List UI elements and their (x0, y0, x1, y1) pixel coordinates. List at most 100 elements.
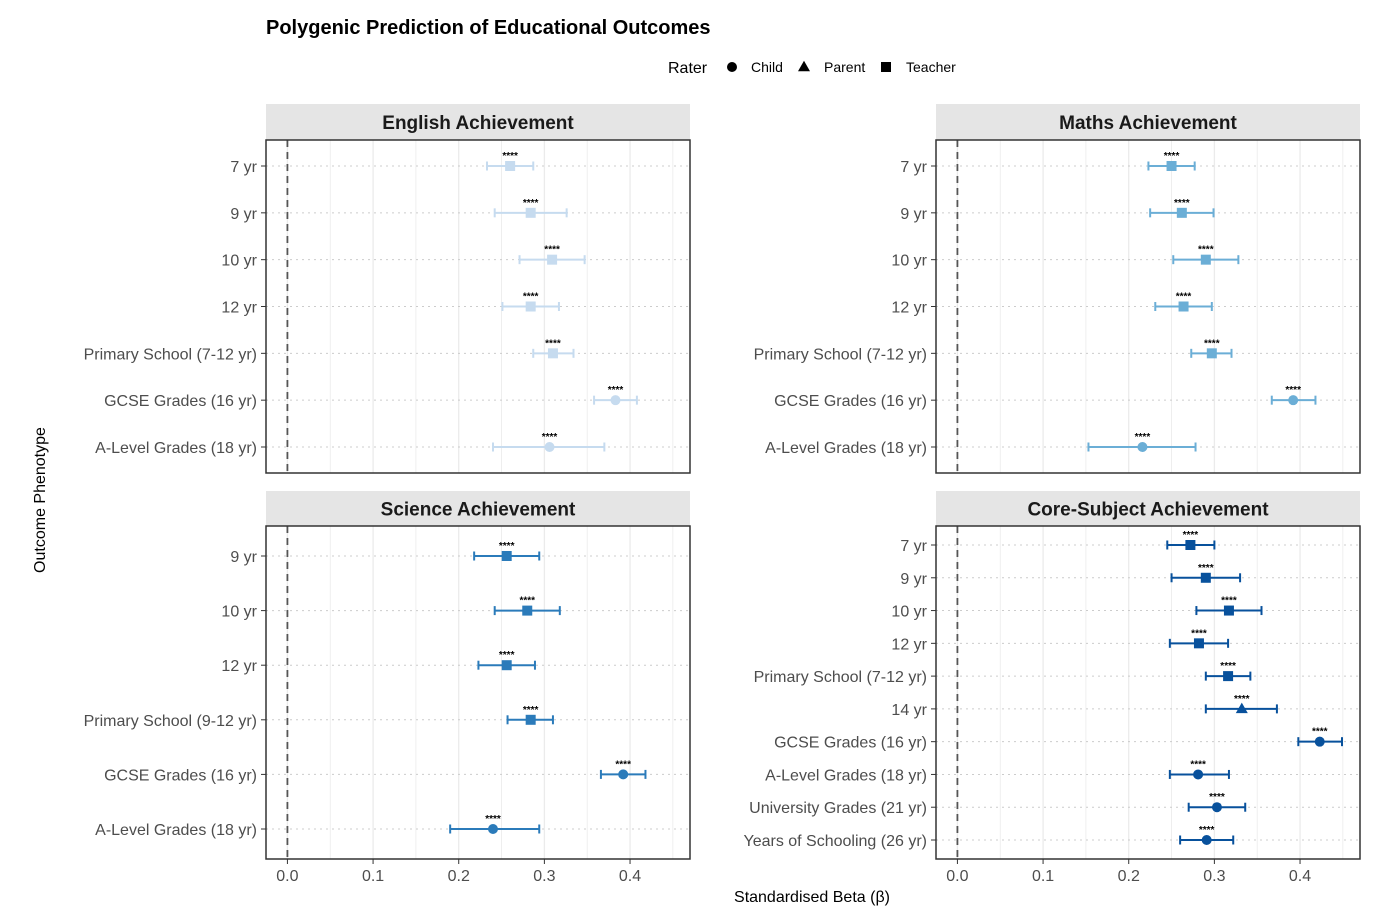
estimate-row: **** GCSE Grades (16 yr) (774, 727, 1344, 752)
point-estimate-teacher (1200, 254, 1211, 265)
y-tick-label: Primary School (9-12 yr) (84, 713, 257, 730)
legend-parent-label: Parent (824, 59, 865, 75)
panel-core-subject-achievement: Core-Subject Achievement **** 7 yr **** 9 yr… (743, 491, 1361, 885)
y-tick-label: 12 yr (221, 658, 257, 675)
x-tick-label: 0.0 (276, 868, 298, 885)
point-estimate-teacher (1176, 207, 1187, 218)
point-estimate-teacher (1178, 301, 1189, 312)
estimate-row: **** A-Level Grades (18 yr) (765, 432, 1197, 457)
estimate-row: **** 12 yr (891, 628, 1230, 653)
x-tick-label: 0.1 (362, 868, 384, 885)
point-estimate-child (1201, 835, 1212, 845)
point-estimate-child (487, 824, 498, 834)
y-tick-label: 9 yr (900, 206, 927, 223)
point-estimate-teacher (525, 714, 536, 725)
estimate-row: **** 10 yr (891, 596, 1263, 621)
estimate-row: **** 12 yr (221, 650, 536, 675)
significance-label: **** (1198, 563, 1214, 574)
estimate-row: **** 10 yr (891, 245, 1240, 270)
panel-strip (266, 104, 690, 140)
point-estimate-teacher (525, 301, 536, 312)
x-tick-label: 0.3 (1203, 868, 1225, 885)
point-estimate-teacher (1200, 572, 1211, 583)
significance-label: **** (523, 292, 539, 303)
panel-border (935, 525, 1361, 860)
legend-parent-marker (798, 60, 810, 72)
estimate-row: **** Primary School (9-12 yr) (84, 705, 554, 730)
estimate-row: **** 14 yr (891, 694, 1278, 719)
x-tick-label: 0.1 (1032, 868, 1054, 885)
chart-title: Polygenic Prediction of Educational Outc… (266, 17, 711, 39)
point-estimate-child (618, 769, 629, 780)
significance-label: **** (1220, 661, 1236, 672)
y-tick-label: 10 yr (221, 253, 257, 270)
estimate-row: **** GCSE Grades (16 yr) (104, 385, 638, 410)
significance-label: **** (1199, 825, 1215, 836)
point-estimate-teacher (1206, 348, 1217, 359)
panel-title: Science Achievement (381, 500, 576, 521)
y-tick-label: University Grades (21 yr) (749, 800, 927, 817)
y-tick-label: 12 yr (221, 300, 257, 317)
point-estimate-teacher (1166, 161, 1177, 171)
estimate-row: **** Primary School (7-12 yr) (754, 338, 1233, 363)
panel-strip (266, 491, 690, 526)
y-tick-label: Primary School (7-12 yr) (84, 346, 257, 363)
y-tick-label: Primary School (7-12 yr) (754, 346, 927, 363)
y-axis-label: Outcome Phenotype (32, 427, 49, 573)
y-tick-label: A-Level Grades (18 yr) (95, 440, 257, 457)
x-tick-label: 0.2 (448, 868, 470, 885)
significance-label: **** (1204, 338, 1220, 349)
point-estimate-teacher (1223, 671, 1234, 682)
significance-label: **** (1285, 385, 1301, 396)
estimate-row: **** University Grades (21 yr) (749, 792, 1247, 817)
significance-label: **** (615, 759, 631, 770)
estimate-row: **** 7 yr (900, 151, 1196, 176)
point-estimate-teacher (505, 161, 516, 171)
y-tick-label: GCSE Grades (16 yr) (774, 393, 927, 410)
legend-title: Rater (668, 60, 708, 77)
significance-label: **** (1209, 792, 1225, 803)
significance-label: **** (1190, 759, 1206, 770)
significance-label: **** (485, 814, 501, 825)
point-estimate-teacher (525, 207, 536, 218)
significance-label: **** (1312, 727, 1328, 738)
estimate-row: **** 7 yr (230, 151, 535, 176)
panels: English Achievement **** 7 yr **** 9 yr **** 1… (84, 104, 1361, 885)
estimate-row: **** GCSE Grades (16 yr) (774, 385, 1317, 410)
point-estimate-teacher (522, 605, 533, 616)
significance-label: **** (519, 596, 535, 607)
y-tick-label: A-Level Grades (18 yr) (765, 767, 927, 784)
panel-title: Maths Achievement (1059, 113, 1237, 134)
significance-label: **** (499, 541, 515, 552)
y-tick-label: Years of Schooling (26 yr) (743, 833, 927, 850)
legend-child-label: Child (751, 59, 783, 75)
legend-child-marker (727, 62, 737, 72)
point-estimate-teacher (1223, 605, 1234, 616)
point-estimate-child (1288, 395, 1299, 406)
panel-title: English Achievement (382, 113, 574, 134)
y-tick-label: 12 yr (891, 300, 927, 317)
point-estimate-parent (1235, 702, 1248, 714)
x-tick-label: 0.4 (619, 868, 641, 885)
panel-border (935, 139, 1361, 474)
estimate-row: **** 12 yr (221, 292, 560, 317)
panel-border (265, 525, 691, 860)
point-estimate-child (1193, 769, 1204, 780)
estimate-row: **** A-Level Grades (18 yr) (95, 814, 541, 839)
panel-maths-achievement: Maths Achievement **** 7 yr **** 9 yr **** 10 … (754, 104, 1361, 474)
significance-label: **** (502, 151, 518, 162)
point-estimate-child (544, 442, 555, 452)
significance-label: **** (1198, 245, 1214, 256)
y-tick-label: GCSE Grades (16 yr) (774, 735, 927, 752)
estimate-row: **** 9 yr (230, 198, 568, 223)
estimate-row: **** Primary School (7-12 yr) (84, 338, 575, 363)
y-tick-label: A-Level Grades (18 yr) (765, 440, 927, 457)
significance-label: **** (1191, 628, 1207, 639)
y-tick-label: 10 yr (221, 604, 257, 621)
estimate-row: **** 9 yr (900, 563, 1242, 588)
significance-label: **** (523, 198, 539, 209)
y-tick-label: GCSE Grades (16 yr) (104, 393, 257, 410)
x-tick-label: 0.0 (946, 868, 968, 885)
y-tick-label: 9 yr (230, 549, 257, 566)
